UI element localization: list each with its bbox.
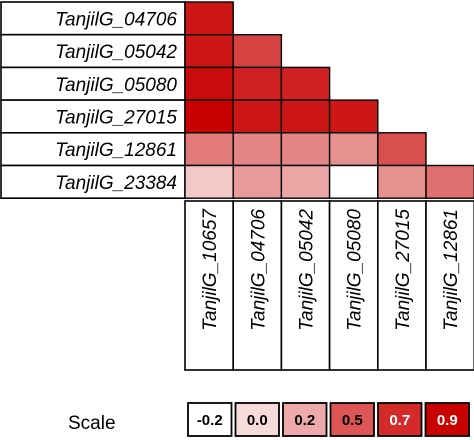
- row-label: TanjilG_27015: [55, 107, 177, 128]
- row-label: TanjilG_12861: [55, 140, 177, 161]
- column-label: TanjilG_12861: [441, 209, 462, 331]
- column-label: TanjilG_05042: [297, 209, 318, 331]
- row-label: TanjilG_05080: [55, 75, 177, 96]
- heatmap-cell: [184, 34, 234, 69]
- row-labels: TanjilG_04706 TanjilG_05042 TanjilG_05080 T…: [0, 1, 186, 200]
- row-label-box: [0, 164, 186, 200]
- row-label: TanjilG_23384: [55, 173, 177, 194]
- heatmap-cells: [184, 1, 474, 199]
- scale-swatch: [424, 402, 470, 437]
- row-label-box: [0, 1, 186, 36]
- scale-swatch: [329, 402, 375, 437]
- scale-swatch: [187, 402, 233, 437]
- column-label-box: [184, 200, 235, 371]
- row-label-box: [0, 33, 186, 69]
- heatmap-cell: [328, 132, 379, 167]
- heatmap-cell: [425, 164, 474, 199]
- scale-value-label: 0.7: [389, 412, 410, 429]
- column-label-box: [425, 200, 474, 371]
- scale-title: Scale: [68, 413, 116, 434]
- row-label: TanjilG_04706: [55, 9, 177, 30]
- heatmap-cell: [377, 164, 427, 199]
- heatmap-cell: [184, 99, 234, 134]
- column-label-box: [232, 200, 283, 371]
- scale-value-label: 0.2: [294, 412, 315, 429]
- heatmap-cell: [184, 66, 234, 101]
- scale-value-label: 0.0: [247, 412, 268, 429]
- heatmap-cell: [184, 1, 234, 36]
- scale-value-label: -0.2: [197, 412, 223, 429]
- column-label-box: [328, 200, 379, 371]
- heatmap-cell: [280, 132, 331, 167]
- column-label: TanjilG_04706: [248, 209, 269, 331]
- heatmap-cell: [280, 66, 331, 101]
- scale-value-label: 0.9: [437, 412, 458, 429]
- column-label-box: [280, 200, 331, 371]
- column-labels: TanjilG_10657 TanjilG_04706 TanjilG_05042 T…: [184, 200, 474, 371]
- column-label: TanjilG_27015: [393, 209, 414, 331]
- heatmap-cell: [280, 164, 331, 199]
- heatmap-cell: [280, 99, 331, 134]
- heatmap-cell: [232, 66, 283, 101]
- scale-swatch: [282, 402, 328, 437]
- heatmap-cell: [232, 132, 283, 167]
- scale-value-label: 0.5: [342, 412, 363, 429]
- row-label: TanjilG_05042: [55, 42, 177, 63]
- heatmap-cell: [184, 164, 234, 199]
- heatmap-cell: [184, 132, 234, 167]
- column-label: TanjilG_10657: [200, 208, 221, 331]
- scale-swatch: [234, 402, 280, 437]
- heatmap-cell: [232, 99, 283, 134]
- heatmap-cell: [377, 132, 427, 167]
- heatmap-cell: [328, 99, 379, 134]
- heatmap-cell: [232, 34, 283, 69]
- heatmap-cell: [232, 164, 283, 199]
- heatmap-cell: [328, 164, 379, 199]
- column-label: TanjilG_05080: [345, 209, 366, 331]
- scale-legend: Scale -0.2 0.0 0.2 0.5 0.7 0.9: [68, 402, 470, 437]
- scale-swatch: [377, 402, 423, 437]
